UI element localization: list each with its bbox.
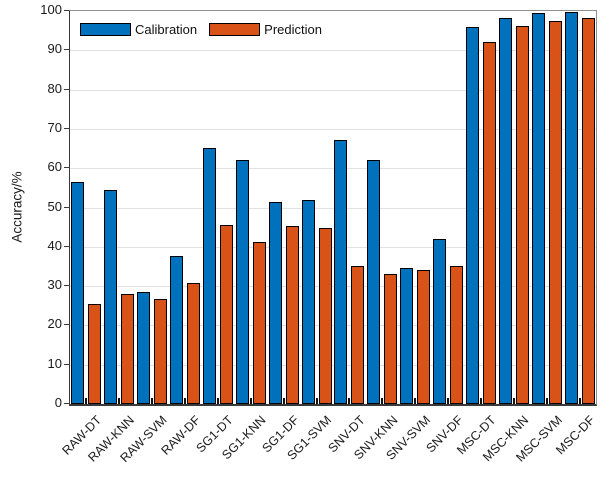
x-tick-SNV-SVM bbox=[414, 398, 417, 404]
bar-prediction-SG1-DT bbox=[219, 225, 233, 404]
legend-label-prediction: Prediction bbox=[264, 22, 322, 37]
bar-calibration-RAW-SVM bbox=[137, 291, 151, 404]
x-tick-SG1-SVM bbox=[315, 398, 318, 404]
x-tick-RAW-SVM bbox=[151, 398, 154, 404]
legend-item-prediction: Prediction bbox=[209, 22, 322, 37]
bar-calibration-RAW-DT bbox=[71, 181, 85, 404]
gridline-y-90 bbox=[70, 50, 596, 52]
bar-calibration-MSC-KNN bbox=[498, 17, 512, 404]
x-tick-SNV-DF bbox=[447, 398, 450, 404]
bar-calibration-SNV-KNN bbox=[367, 160, 381, 404]
y-tick-label-80: 80 bbox=[47, 80, 62, 96]
y-tick-40 bbox=[64, 245, 69, 247]
y-tick-10 bbox=[64, 363, 69, 365]
y-tick-70 bbox=[64, 127, 69, 129]
gridline-y-10 bbox=[70, 364, 596, 366]
x-tick-RAW-KNN bbox=[118, 398, 121, 404]
bar-prediction-RAW-DF bbox=[187, 283, 201, 404]
y-tick-0 bbox=[64, 403, 69, 404]
x-tick-MSC-SVM bbox=[545, 398, 548, 404]
gridline-y-20 bbox=[70, 325, 596, 327]
y-tick-90 bbox=[64, 49, 69, 51]
bar-calibration-SG1-KNN bbox=[235, 160, 249, 404]
bar-calibration-SG1-DF bbox=[268, 202, 282, 404]
y-tick-label-30: 30 bbox=[47, 277, 62, 293]
bar-calibration-MSC-DT bbox=[465, 27, 479, 404]
plot-area bbox=[69, 10, 597, 406]
x-tick-MSC-KNN bbox=[512, 398, 515, 404]
y-tick-30 bbox=[64, 285, 69, 287]
y-tick-50 bbox=[64, 206, 69, 208]
y-tick-label-90: 90 bbox=[47, 41, 62, 57]
bar-calibration-MSC-SVM bbox=[531, 12, 545, 404]
bar-calibration-MSC-DF bbox=[564, 11, 578, 404]
y-tick-label-50: 50 bbox=[47, 198, 62, 214]
bar-calibration-SNV-DF bbox=[433, 238, 447, 404]
x-tick-MSC-DT bbox=[479, 398, 482, 404]
legend-item-calibration: Calibration bbox=[80, 22, 197, 37]
bar-prediction-SNV-SVM bbox=[417, 270, 431, 404]
bar-prediction-RAW-SVM bbox=[154, 299, 168, 404]
bar-prediction-SNV-DF bbox=[450, 265, 464, 404]
bar-prediction-MSC-SVM bbox=[548, 20, 562, 404]
bar-prediction-SNV-KNN bbox=[384, 273, 398, 404]
bar-prediction-SG1-SVM bbox=[318, 228, 332, 404]
bar-calibration-SNV-DT bbox=[334, 139, 348, 404]
legend-label-calibration: Calibration bbox=[135, 22, 198, 37]
gridline-y-30 bbox=[70, 286, 596, 288]
y-tick-80 bbox=[64, 88, 69, 90]
x-tick-SG1-KNN bbox=[249, 398, 252, 404]
y-tick-label-40: 40 bbox=[47, 237, 62, 253]
x-tick-SNV-DT bbox=[348, 398, 351, 404]
gridline-y-70 bbox=[70, 128, 596, 130]
y-tick-label-10: 10 bbox=[47, 355, 62, 371]
y-tick-label-20: 20 bbox=[47, 316, 62, 332]
legend-swatch-calibration bbox=[80, 23, 131, 36]
y-tick-20 bbox=[64, 324, 69, 326]
legend: Calibration Prediction bbox=[80, 22, 322, 37]
bar-prediction-SG1-KNN bbox=[252, 242, 266, 404]
y-tick-label-100: 100 bbox=[40, 2, 62, 17]
bar-calibration-RAW-KNN bbox=[104, 190, 118, 404]
x-tick-RAW-DF bbox=[184, 398, 187, 404]
gridline-y-60 bbox=[70, 168, 596, 170]
gridline-y-40 bbox=[70, 246, 596, 248]
y-tick-label-0: 0 bbox=[54, 395, 62, 410]
bar-calibration-RAW-DF bbox=[170, 255, 184, 404]
y-tick-60 bbox=[64, 167, 69, 169]
y-tick-label-70: 70 bbox=[47, 119, 62, 135]
gridline-y-50 bbox=[70, 207, 596, 209]
x-tick-MSC-DF bbox=[578, 398, 581, 404]
bar-calibration-SNV-SVM bbox=[400, 268, 414, 404]
bar-prediction-MSC-DT bbox=[482, 41, 496, 404]
bar-calibration-SG1-DT bbox=[202, 147, 216, 404]
x-tick-SNV-KNN bbox=[381, 398, 384, 404]
y-tick-label-60: 60 bbox=[47, 159, 62, 175]
y-tick-100 bbox=[64, 10, 69, 11]
bar-prediction-MSC-DF bbox=[581, 18, 595, 404]
bar-prediction-RAW-DT bbox=[88, 303, 102, 404]
bar-prediction-RAW-KNN bbox=[121, 293, 135, 404]
x-tick-SG1-DT bbox=[216, 398, 219, 404]
gridline-y-80 bbox=[70, 89, 596, 91]
legend-swatch-prediction bbox=[209, 23, 261, 36]
bar-prediction-SG1-DF bbox=[285, 226, 299, 404]
x-tick-RAW-DT bbox=[85, 398, 88, 404]
bar-prediction-MSC-KNN bbox=[515, 26, 529, 404]
bar-calibration-SG1-SVM bbox=[301, 200, 315, 404]
y-axis-label: Accuracy/% bbox=[9, 171, 25, 243]
bar-prediction-SNV-DT bbox=[351, 266, 365, 404]
x-tick-SG1-DF bbox=[282, 398, 285, 404]
